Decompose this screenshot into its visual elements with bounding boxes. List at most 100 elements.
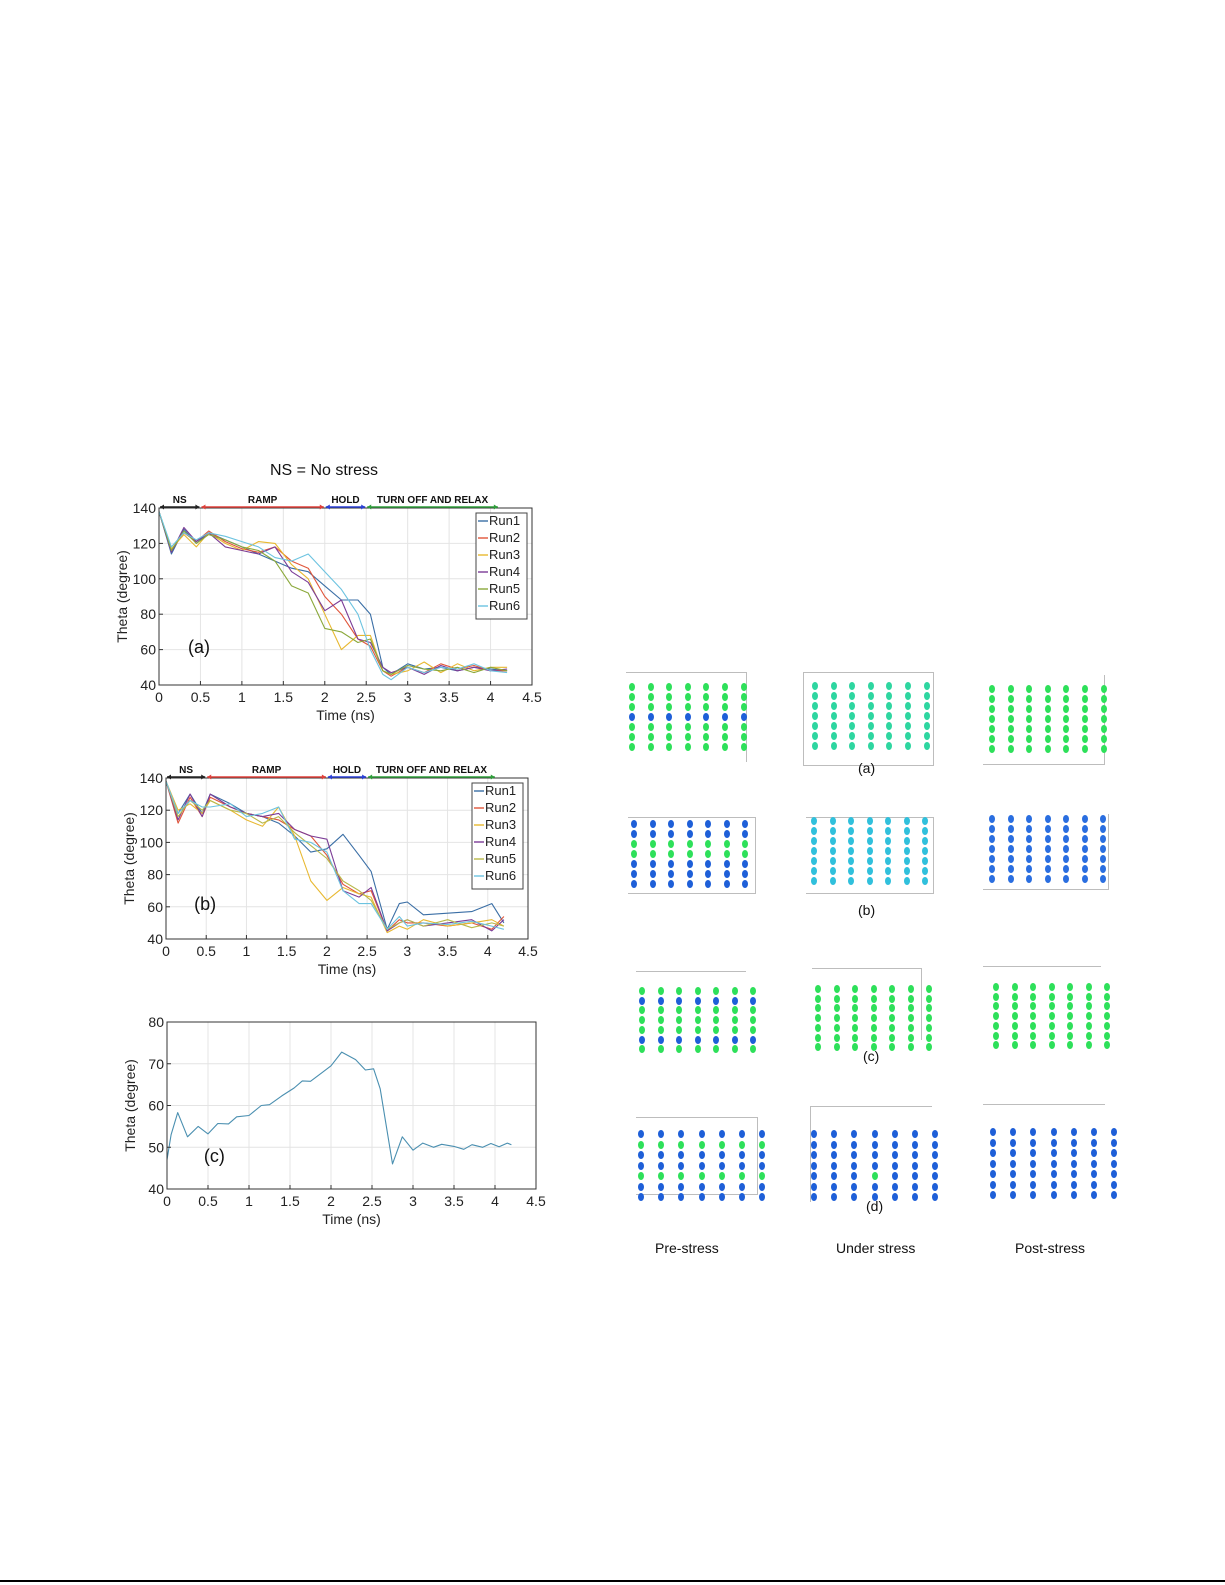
lattice-dot <box>1050 1170 1057 1178</box>
lattice-dot <box>698 1182 705 1191</box>
lattice-dot <box>989 825 995 833</box>
lattice-dot <box>1063 825 1069 833</box>
panel-frame <box>983 814 1109 890</box>
lattice-dot <box>811 1161 817 1170</box>
y-axis-label: Theta (degree) <box>114 550 130 643</box>
lattice-dot <box>703 723 710 731</box>
lattice-dot <box>740 723 747 731</box>
panel-frame <box>636 971 746 1041</box>
lattice-dot <box>815 1004 821 1013</box>
lattice-dot <box>891 1193 898 1201</box>
lattice-dot <box>1026 715 1033 723</box>
lattice-dot <box>750 1025 756 1034</box>
lattice-dot <box>1081 825 1088 833</box>
lattice-dot <box>1067 1002 1073 1011</box>
lattice-dot <box>1044 825 1051 833</box>
lattice-dot <box>668 850 674 858</box>
svg-text:140: 140 <box>133 500 157 516</box>
lattice-dot <box>848 857 854 865</box>
lattice-dot <box>1081 865 1088 873</box>
lattice-dot <box>638 1130 644 1138</box>
lattice-dot <box>867 692 874 700</box>
lattice-dot <box>993 983 999 991</box>
lattice-dot <box>1085 1031 1092 1040</box>
plot-frame <box>158 507 533 686</box>
series-lines <box>166 1051 512 1165</box>
lattice-dot <box>891 1161 898 1170</box>
lattice-dot <box>750 987 756 995</box>
lattice-dot <box>830 742 837 750</box>
lattice-dot <box>742 820 748 828</box>
lattice-dot <box>848 827 854 835</box>
lattice-dot <box>922 817 928 825</box>
lattice-dot <box>831 1193 838 1201</box>
lattice-dot <box>647 703 654 711</box>
lattice-dot <box>1026 865 1032 873</box>
lattice-dot <box>889 1023 895 1032</box>
lattice-dot <box>851 1140 858 1149</box>
lattice-dot <box>889 985 895 993</box>
lattice-dot <box>686 860 693 868</box>
lattice-panel-1-1 <box>806 817 934 894</box>
lattice-dot <box>658 1172 665 1180</box>
lattice-dot <box>932 1193 939 1201</box>
lattice-dot <box>870 1033 877 1042</box>
lattice-dot <box>678 1193 685 1201</box>
lattice-dot <box>1007 715 1014 723</box>
lattice-dot <box>731 1025 738 1034</box>
lattice-dot <box>1111 1138 1118 1147</box>
lattice-dot <box>647 713 654 721</box>
lattice-dot <box>1100 865 1106 873</box>
lattice-dot <box>871 1161 878 1170</box>
lattice-dot <box>739 1130 745 1138</box>
lattice-dot <box>686 820 693 828</box>
svg-text:1: 1 <box>245 1193 253 1209</box>
lattice-dot <box>1030 1002 1036 1011</box>
lattice-dot <box>1111 1170 1118 1178</box>
lattice-row-label: (b) <box>858 902 876 918</box>
lattice-dot <box>1044 685 1051 693</box>
svg-text:70: 70 <box>148 1056 164 1072</box>
lattice-dot <box>1100 735 1107 743</box>
lattice-dot <box>1067 1031 1073 1040</box>
lattice-dot <box>1081 835 1088 843</box>
lattice-dot <box>851 1193 858 1201</box>
lattice-dot <box>1070 1191 1077 1199</box>
lattice-dot <box>694 987 701 995</box>
lattice-dot <box>833 985 840 993</box>
lattice-dot <box>1063 815 1069 823</box>
legend: Run1 Run2 Run3 Run4 Run5 Run6 <box>475 512 528 620</box>
lattice-dot <box>1011 992 1018 1001</box>
lattice-dot <box>631 870 637 878</box>
lattice-dot <box>833 994 840 1003</box>
panel-frame <box>803 672 934 766</box>
lattice-dot <box>668 820 674 828</box>
lattice-dot <box>905 712 911 720</box>
lattice-dot <box>631 850 637 858</box>
svg-text:Run1: Run1 <box>489 513 520 528</box>
lattice-dot <box>638 1161 644 1170</box>
lattice-dot <box>1082 695 1088 703</box>
lattice-dot <box>694 1035 701 1044</box>
svg-text:Run5: Run5 <box>485 851 516 866</box>
svg-text:0: 0 <box>163 1193 171 1209</box>
lattice-dot <box>1100 815 1106 823</box>
lattice-dot <box>1011 1031 1018 1040</box>
lattice-dot <box>886 702 893 710</box>
lattice-dot <box>649 840 656 848</box>
lattice-dot <box>1070 1149 1077 1157</box>
lattice-dot <box>1063 875 1069 883</box>
lattice-dot <box>891 1172 898 1180</box>
lattice-dot <box>922 837 928 845</box>
lattice-dot <box>657 1045 664 1054</box>
lattice-dot <box>686 870 693 878</box>
lattice-dot <box>1044 725 1051 733</box>
lattice-dot <box>1007 695 1014 703</box>
lattice-dot <box>1104 1002 1110 1011</box>
series-run5 <box>158 511 508 675</box>
lattice-dot <box>889 1004 895 1013</box>
lattice-dot <box>1050 1128 1057 1136</box>
lattice-dot <box>907 1004 914 1013</box>
lattice-dot <box>1067 1012 1073 1021</box>
lattice-dot <box>684 723 691 731</box>
